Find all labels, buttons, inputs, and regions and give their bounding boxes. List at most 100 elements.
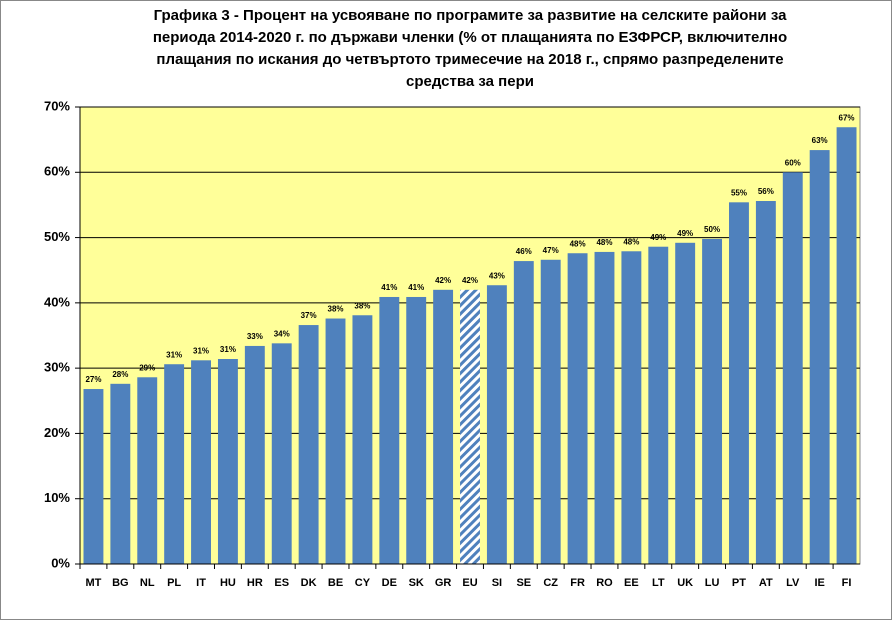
bar	[83, 389, 104, 564]
value-label: 41%	[408, 283, 424, 292]
value-label: 27%	[85, 375, 101, 384]
bar	[782, 172, 803, 565]
bar	[513, 261, 534, 564]
bar	[755, 201, 776, 565]
bar	[809, 150, 830, 565]
bar	[594, 251, 615, 565]
bar	[244, 345, 265, 564]
x-tick-label: EU	[462, 577, 477, 589]
x-tick-label: GR	[435, 577, 452, 589]
chart-title: периода 2014-2020 г. по държави членки (…	[153, 29, 787, 46]
value-label: 48%	[596, 238, 612, 247]
value-label: 49%	[650, 233, 666, 242]
y-tick-label: 40%	[44, 294, 70, 309]
bar	[836, 127, 857, 564]
bar	[379, 296, 400, 564]
x-tick-label: HR	[247, 577, 263, 589]
bar	[298, 325, 319, 564]
x-tick-label: PL	[167, 577, 181, 589]
x-tick-label: EE	[624, 577, 639, 589]
x-tick-label: ES	[274, 577, 289, 589]
bar	[164, 364, 185, 564]
value-label: 28%	[112, 370, 128, 379]
bar	[621, 251, 642, 564]
x-tick-label: SE	[516, 577, 531, 589]
chart-title: плащания по искания до четвъртото тримес…	[156, 51, 783, 68]
x-tick-label: IE	[814, 577, 824, 589]
value-label: 31%	[193, 346, 209, 355]
bar	[217, 359, 238, 564]
x-tick-label: CY	[355, 577, 371, 589]
bar	[137, 377, 158, 564]
value-label: 48%	[623, 237, 639, 246]
value-label: 42%	[462, 276, 478, 285]
chart-title: средства за пери	[406, 73, 534, 90]
bar	[567, 253, 588, 565]
bar	[675, 242, 696, 564]
value-label: 48%	[570, 239, 586, 248]
x-tick-label: BE	[328, 577, 343, 589]
value-label: 47%	[543, 246, 559, 255]
bar	[486, 285, 507, 564]
bar	[540, 259, 561, 564]
value-label: 37%	[301, 311, 317, 320]
x-tick-label: BG	[112, 577, 129, 589]
x-tick-label: DK	[301, 577, 317, 589]
bar	[433, 289, 454, 564]
y-tick-label: 60%	[44, 164, 70, 179]
x-tick-label: FI	[842, 577, 852, 589]
value-label: 67%	[839, 113, 855, 122]
x-tick-label: NL	[140, 577, 155, 589]
value-label: 34%	[274, 329, 290, 338]
value-label: 31%	[220, 345, 236, 354]
value-label: 49%	[677, 229, 693, 238]
value-label: 50%	[704, 225, 720, 234]
value-label: 33%	[247, 332, 263, 341]
value-label: 60%	[785, 158, 801, 167]
value-label: 46%	[516, 247, 532, 256]
x-tick-label: RO	[596, 577, 613, 589]
x-tick-label: IT	[196, 577, 206, 589]
x-tick-label: DE	[382, 577, 397, 589]
x-tick-label: LV	[786, 577, 800, 589]
x-tick-label: LU	[705, 577, 720, 589]
x-tick-label: UK	[677, 577, 693, 589]
x-tick-label: HU	[220, 577, 236, 589]
y-tick-label: 10%	[44, 490, 70, 505]
y-tick-label: 30%	[44, 360, 70, 375]
value-label: 31%	[166, 350, 182, 359]
bar	[110, 383, 131, 564]
bar	[271, 343, 292, 564]
value-label: 41%	[381, 283, 397, 292]
x-tick-label: CZ	[543, 577, 558, 589]
value-label: 42%	[435, 276, 451, 285]
value-label: 63%	[812, 136, 828, 145]
x-tick-label: MT	[86, 577, 102, 589]
x-tick-label: LT	[652, 577, 665, 589]
bar	[191, 360, 211, 564]
x-tick-label: FR	[570, 577, 585, 589]
bar	[325, 318, 346, 564]
x-tick-label: SI	[492, 577, 502, 589]
bar	[702, 238, 723, 564]
x-tick-label: PT	[732, 577, 746, 589]
x-tick-label: SK	[409, 577, 424, 589]
value-label: 29%	[139, 363, 155, 372]
y-tick-label: 50%	[44, 229, 70, 244]
y-tick-label: 0%	[51, 555, 70, 570]
value-label: 55%	[731, 188, 747, 197]
y-tick-label: 20%	[44, 425, 70, 440]
chart-title: Графика 3 - Процент на усвояване по прог…	[154, 7, 788, 24]
bar	[729, 202, 749, 564]
value-label: 56%	[758, 187, 774, 196]
y-tick-label: 70%	[44, 98, 70, 113]
x-tick-label: AT	[759, 577, 773, 589]
value-label: 38%	[354, 301, 370, 310]
bar	[648, 246, 669, 564]
value-label: 43%	[489, 271, 505, 280]
bar	[406, 296, 427, 564]
bar	[460, 289, 480, 564]
value-label: 38%	[328, 305, 344, 314]
bar	[352, 315, 373, 564]
